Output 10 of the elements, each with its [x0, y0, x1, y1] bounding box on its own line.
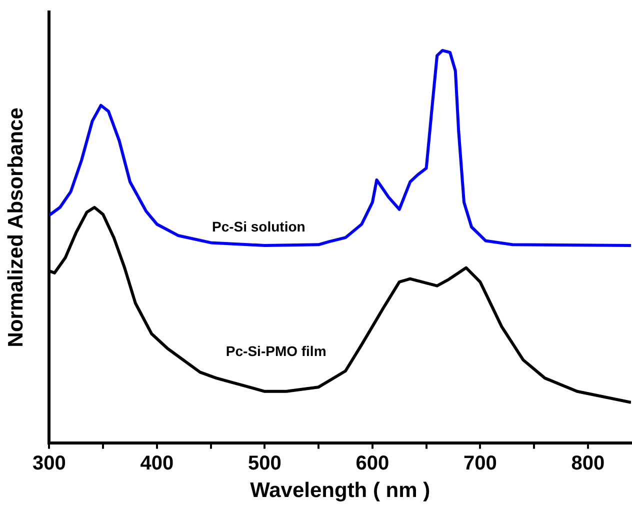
x-tick-label: 700 [463, 452, 497, 474]
x-tick-label: 500 [248, 452, 282, 474]
x-axis-title: Wavelength ( nm ) [250, 479, 430, 502]
x-tick-label: 400 [140, 452, 174, 474]
x-tick-label: 300 [32, 452, 66, 474]
x-tick-label: 600 [356, 452, 390, 474]
series-label: Pc-Si-PMO film [226, 343, 326, 360]
series-label: Pc-Si solution [212, 218, 306, 234]
x-tick-label: 800 [571, 452, 605, 474]
y-axis-title: Normalized Absorbance [4, 108, 28, 348]
